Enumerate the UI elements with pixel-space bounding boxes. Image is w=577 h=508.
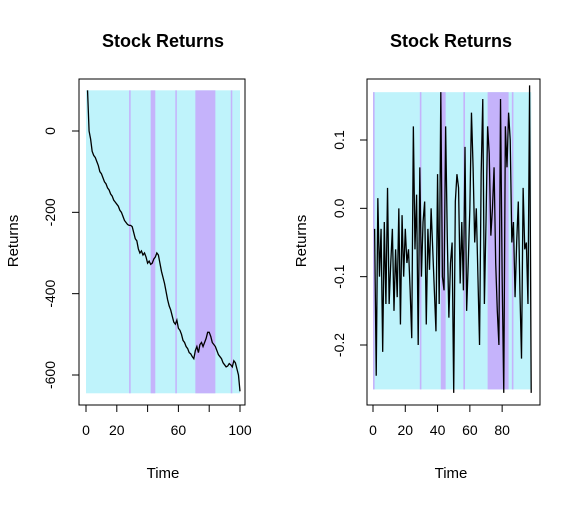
- x-tick-label: 60: [462, 422, 478, 438]
- y-axis-label: Returns: [293, 215, 310, 268]
- regime-band: [150, 90, 156, 394]
- returns-line: [86, 90, 241, 392]
- regime-band: [440, 92, 446, 390]
- y-tick-label: 0.1: [331, 130, 347, 150]
- regime-band: [195, 90, 216, 394]
- x-tick-label: 0: [82, 422, 90, 438]
- y-tick-label: -0.1: [331, 264, 347, 288]
- y-tick-label: -600: [42, 361, 58, 389]
- x-tick-label: 20: [109, 422, 125, 438]
- y-tick-label: -400: [42, 279, 58, 307]
- y-tick-label: -200: [42, 198, 58, 226]
- regime-band: [487, 92, 509, 390]
- x-tick-label: 20: [397, 422, 413, 438]
- right-panel: Stock Returns Time Returns 0 20 40 60 80 0.1 0…: [293, 31, 541, 482]
- regime-band: [230, 90, 233, 394]
- left-panel: Stock Returns Time Returns 0 20 60 100 0 -200…: [5, 31, 252, 482]
- x-axis-label: Time: [435, 465, 468, 482]
- y-tick-label: -0.2: [331, 333, 347, 357]
- x-tick-label: 80: [494, 422, 510, 438]
- regime-band: [129, 90, 131, 394]
- regime-background: [86, 90, 240, 394]
- x-tick-label: 40: [430, 422, 446, 438]
- regime-band: [175, 90, 177, 394]
- x-axis-label: Time: [147, 465, 180, 482]
- x-tick-label: 60: [171, 422, 187, 438]
- chart-title: Stock Returns: [390, 31, 512, 51]
- returns-line: [373, 85, 532, 393]
- x-tick-label: 100: [228, 422, 252, 438]
- x-tick-label: 0: [369, 422, 377, 438]
- y-tick-label: 0.0: [331, 198, 347, 218]
- y-tick-label: 0: [42, 127, 58, 135]
- regime-band: [373, 92, 375, 390]
- chart-title: Stock Returns: [102, 31, 224, 51]
- regime-band: [511, 92, 514, 390]
- y-axis-label: Returns: [5, 215, 22, 268]
